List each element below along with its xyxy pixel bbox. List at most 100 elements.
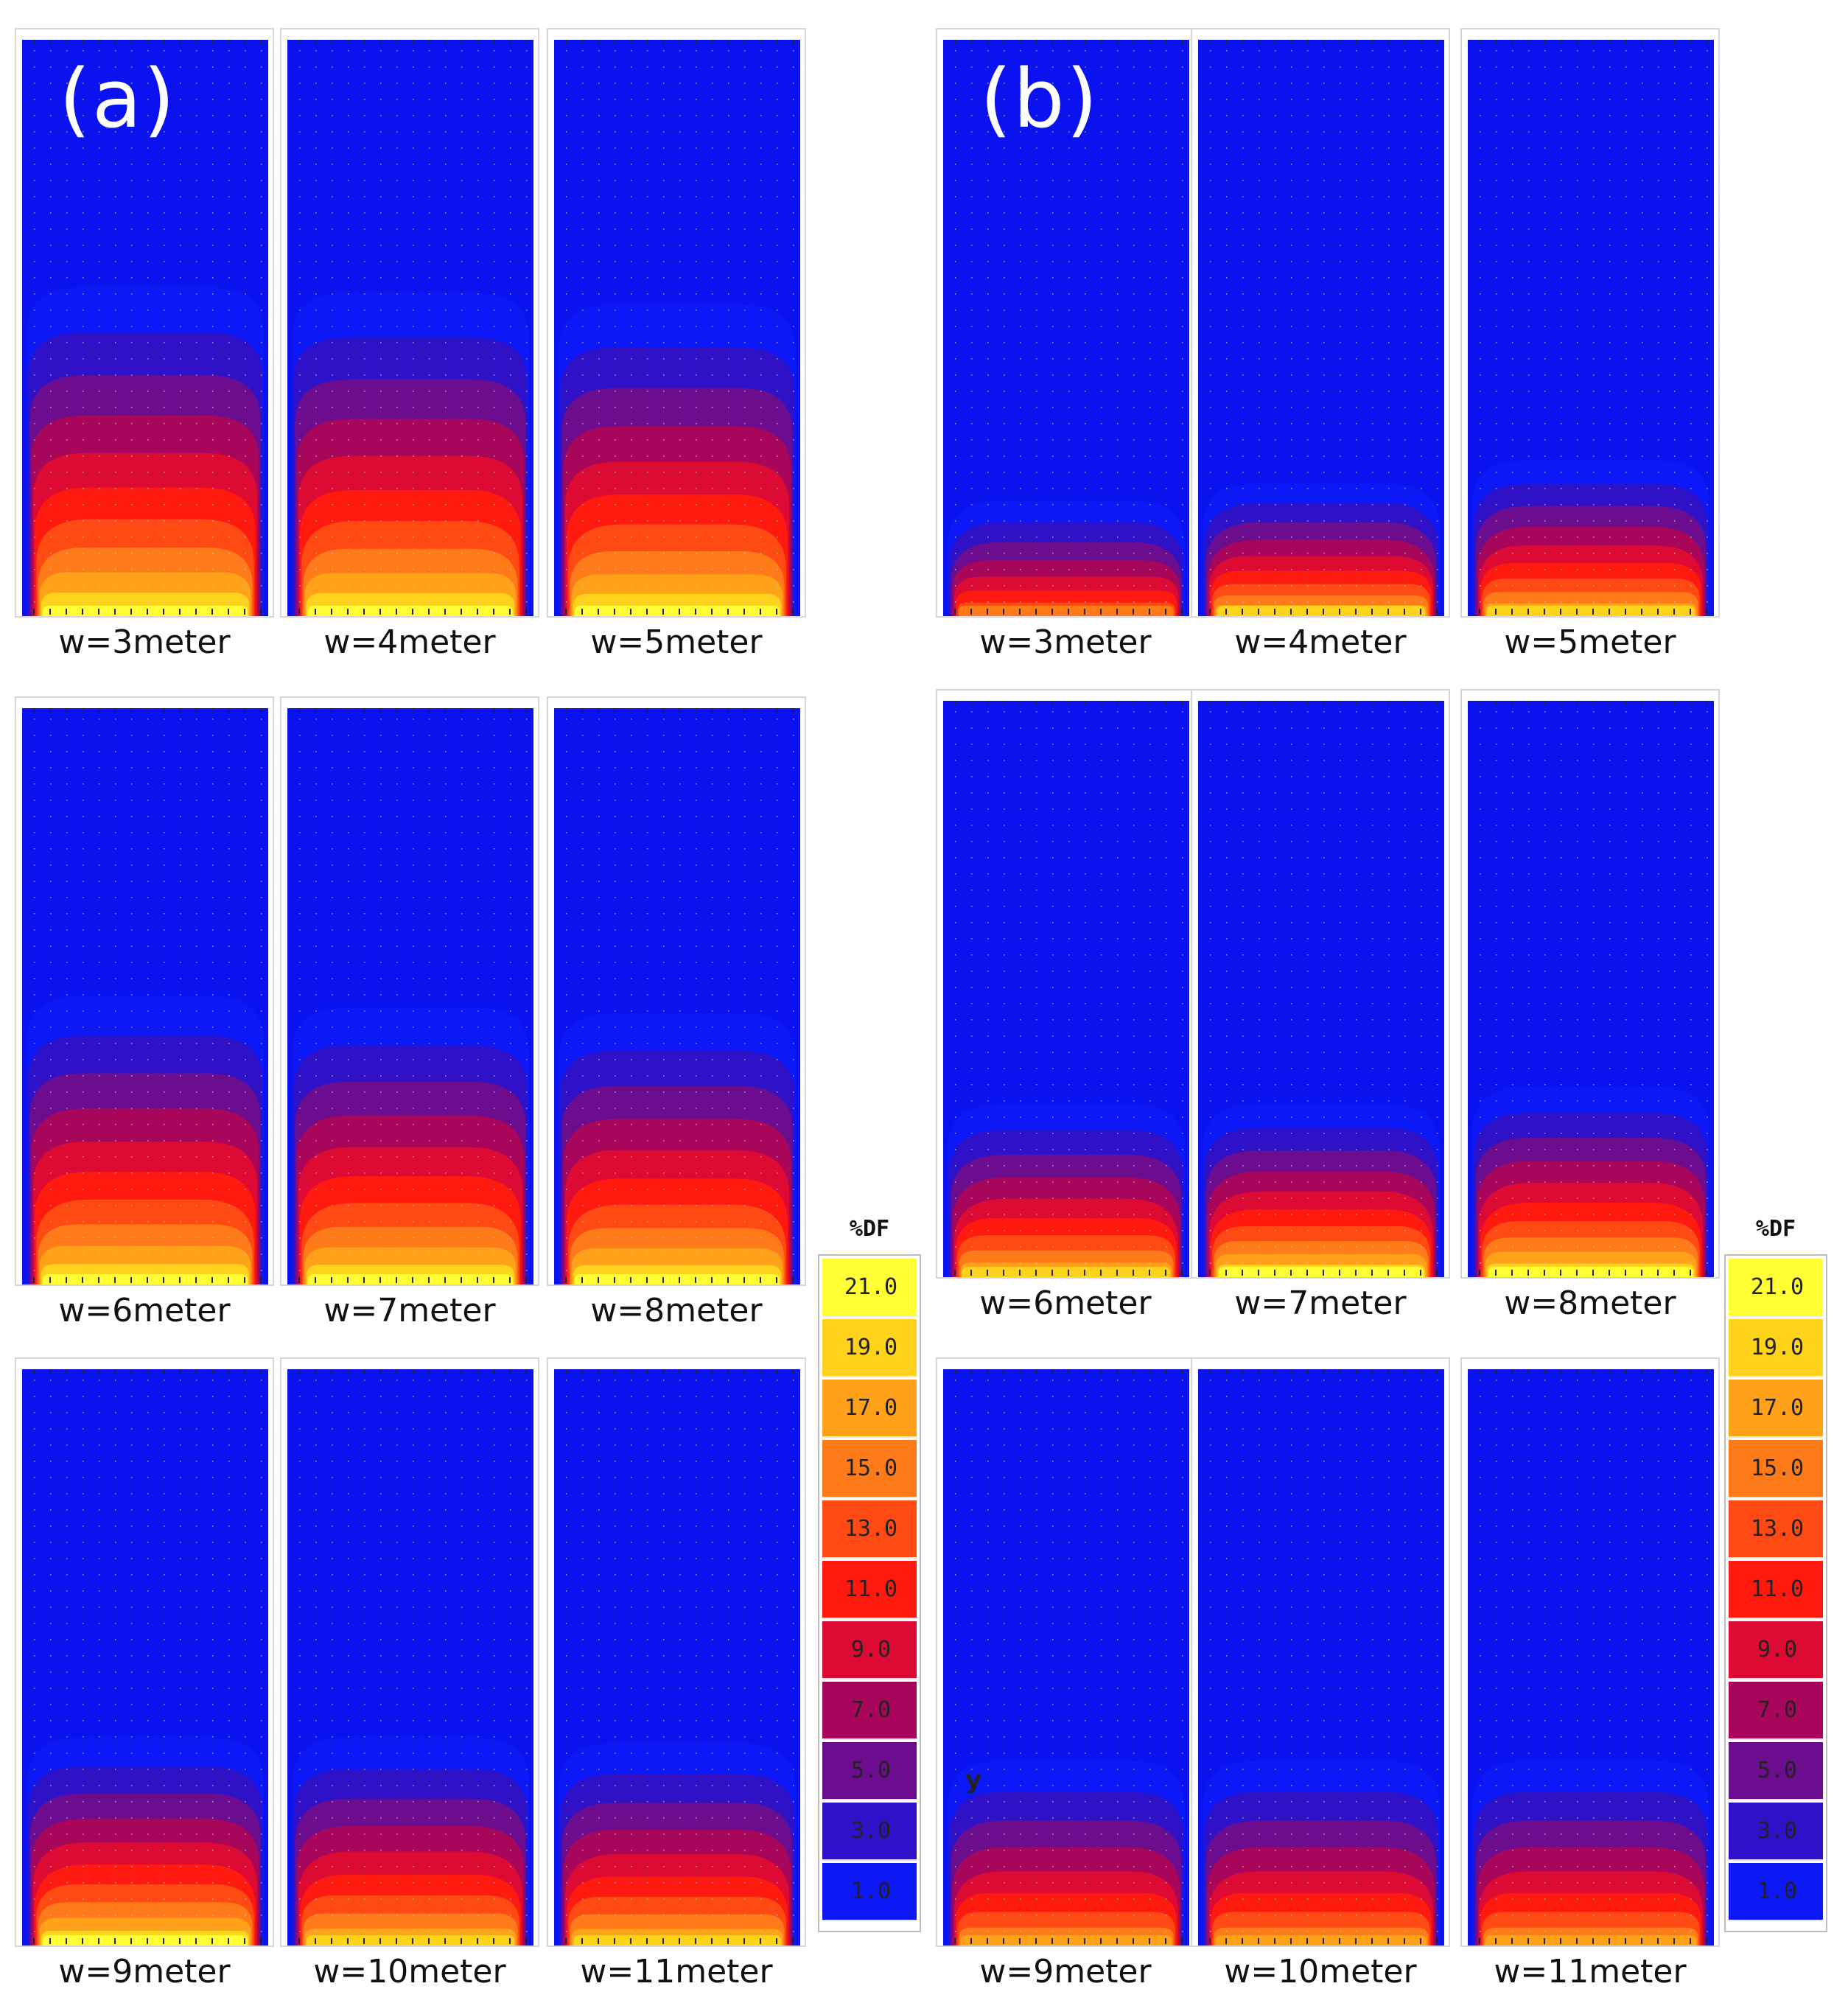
width-label: w=8meter xyxy=(1504,1284,1676,1322)
df-contour-plot xyxy=(943,40,1189,616)
legend-level: 13.0 xyxy=(1750,1516,1805,1542)
df-contour-plot xyxy=(22,40,268,616)
grid-points xyxy=(299,719,528,1271)
plot-frame xyxy=(1191,28,1450,618)
df-contour-plot xyxy=(1198,701,1444,1277)
width-label: w=11meter xyxy=(1494,1953,1687,1990)
legend-title: %DF xyxy=(849,1216,890,1242)
axis-ticks xyxy=(1479,40,1707,615)
legend-swatch xyxy=(822,1259,917,1317)
plot-frame xyxy=(936,689,1195,1279)
axis-ticks xyxy=(1479,701,1707,1276)
legend-level: 21.0 xyxy=(1750,1274,1805,1300)
axis-ticks xyxy=(954,1369,1183,1944)
contour-band xyxy=(1219,1267,1424,1277)
legend-swatch xyxy=(1729,1500,1823,1559)
legend-swatch xyxy=(822,1440,917,1498)
contour-band xyxy=(1485,1935,1697,1946)
contour-band xyxy=(1486,606,1695,616)
width-label: w=10meter xyxy=(313,1953,506,1990)
legend-swatch xyxy=(1729,1863,1823,1921)
legend-level: 15.0 xyxy=(844,1455,898,1481)
grid-points xyxy=(566,1380,794,1932)
legend-level: 7.0 xyxy=(850,1697,892,1723)
contour-band xyxy=(306,1935,515,1946)
legend-swatch xyxy=(1729,1682,1823,1740)
legend-box: 21.0 19.0 17.0 15.0 13.0 11.0 9.0 7.0 5.0 3.0 1.0 xyxy=(1724,1254,1827,1932)
legend-level: 21.0 xyxy=(844,1274,898,1300)
df-contour-plot xyxy=(554,40,800,616)
axis-ticks xyxy=(1209,40,1438,615)
grid-points xyxy=(566,50,794,603)
df-contour-plot xyxy=(22,708,268,1284)
axis-ticks xyxy=(33,1369,262,1944)
axis-ticks xyxy=(565,1369,794,1944)
axis-ticks xyxy=(1209,1369,1438,1944)
df-contour-plot xyxy=(943,701,1189,1277)
legend-level: 11.0 xyxy=(1750,1576,1805,1602)
panel-label: (b) xyxy=(980,52,1099,146)
width-label: w=3meter xyxy=(58,623,231,661)
legend-level: 9.0 xyxy=(850,1637,892,1663)
legend-level: 3.0 xyxy=(850,1818,892,1844)
axis-ticks xyxy=(298,1369,527,1944)
df-contour-plot xyxy=(554,1369,800,1946)
df-contour-plot xyxy=(1198,40,1444,616)
grid-points xyxy=(299,50,528,603)
df-contour-plot xyxy=(1198,1369,1444,1946)
width-label: w=7meter xyxy=(323,1292,496,1329)
width-label: w=4meter xyxy=(323,623,496,661)
axis-ticks xyxy=(954,40,1183,615)
plot-frame xyxy=(1191,689,1450,1279)
plot-frame xyxy=(547,28,806,618)
legend-level: 17.0 xyxy=(1750,1395,1805,1421)
df-contour-plot xyxy=(287,40,533,616)
legend-swatch xyxy=(1729,1319,1823,1377)
plot-frame xyxy=(1191,1357,1450,1947)
contour-band xyxy=(1217,606,1426,616)
grid-points xyxy=(1480,1380,1708,1932)
df-contour-plot xyxy=(554,708,800,1284)
contour-band xyxy=(962,1267,1171,1277)
legend-level: 1.0 xyxy=(850,1878,892,1904)
df-contour-plot xyxy=(287,1369,533,1946)
plot-frame xyxy=(1460,1357,1720,1947)
width-label: w=9meter xyxy=(58,1953,231,1990)
axis-ticks xyxy=(33,40,262,615)
panel-label: (a) xyxy=(59,52,177,146)
legend-swatch xyxy=(822,1803,917,1861)
plot-frame xyxy=(547,696,806,1286)
df-contour-plot xyxy=(22,1369,268,1946)
axis-ticks xyxy=(298,40,527,615)
grid-points xyxy=(34,50,262,603)
plot-frame xyxy=(1460,689,1720,1279)
width-label: w=3meter xyxy=(979,623,1152,661)
grid-points xyxy=(1480,711,1708,1264)
grid-points xyxy=(1210,1380,1438,1932)
plot-frame xyxy=(936,28,1195,618)
legend-swatch xyxy=(1729,1803,1823,1861)
legend-swatch xyxy=(822,1319,917,1377)
grid-points xyxy=(1210,711,1438,1264)
grid-points xyxy=(566,719,794,1271)
plot-frame xyxy=(280,1357,539,1947)
contour-band xyxy=(1215,1935,1427,1946)
plot-frame xyxy=(280,696,539,1286)
contour-band xyxy=(959,606,1174,616)
width-label: w=8meter xyxy=(590,1292,763,1329)
grid-points xyxy=(34,719,262,1271)
width-label: w=11meter xyxy=(580,1953,773,1990)
legend-swatch xyxy=(1729,1621,1823,1679)
legend-swatch xyxy=(1729,1440,1823,1498)
contour-band xyxy=(1488,1267,1693,1277)
legend-level: 15.0 xyxy=(1750,1455,1805,1481)
legend-level: 7.0 xyxy=(1757,1697,1798,1723)
grid-points xyxy=(1210,50,1438,603)
legend-level: 5.0 xyxy=(1757,1758,1798,1783)
plot-frame xyxy=(15,696,274,1286)
df-contour-plot xyxy=(1468,701,1714,1277)
width-label: w=5meter xyxy=(1504,623,1676,661)
plot-frame xyxy=(280,28,539,618)
